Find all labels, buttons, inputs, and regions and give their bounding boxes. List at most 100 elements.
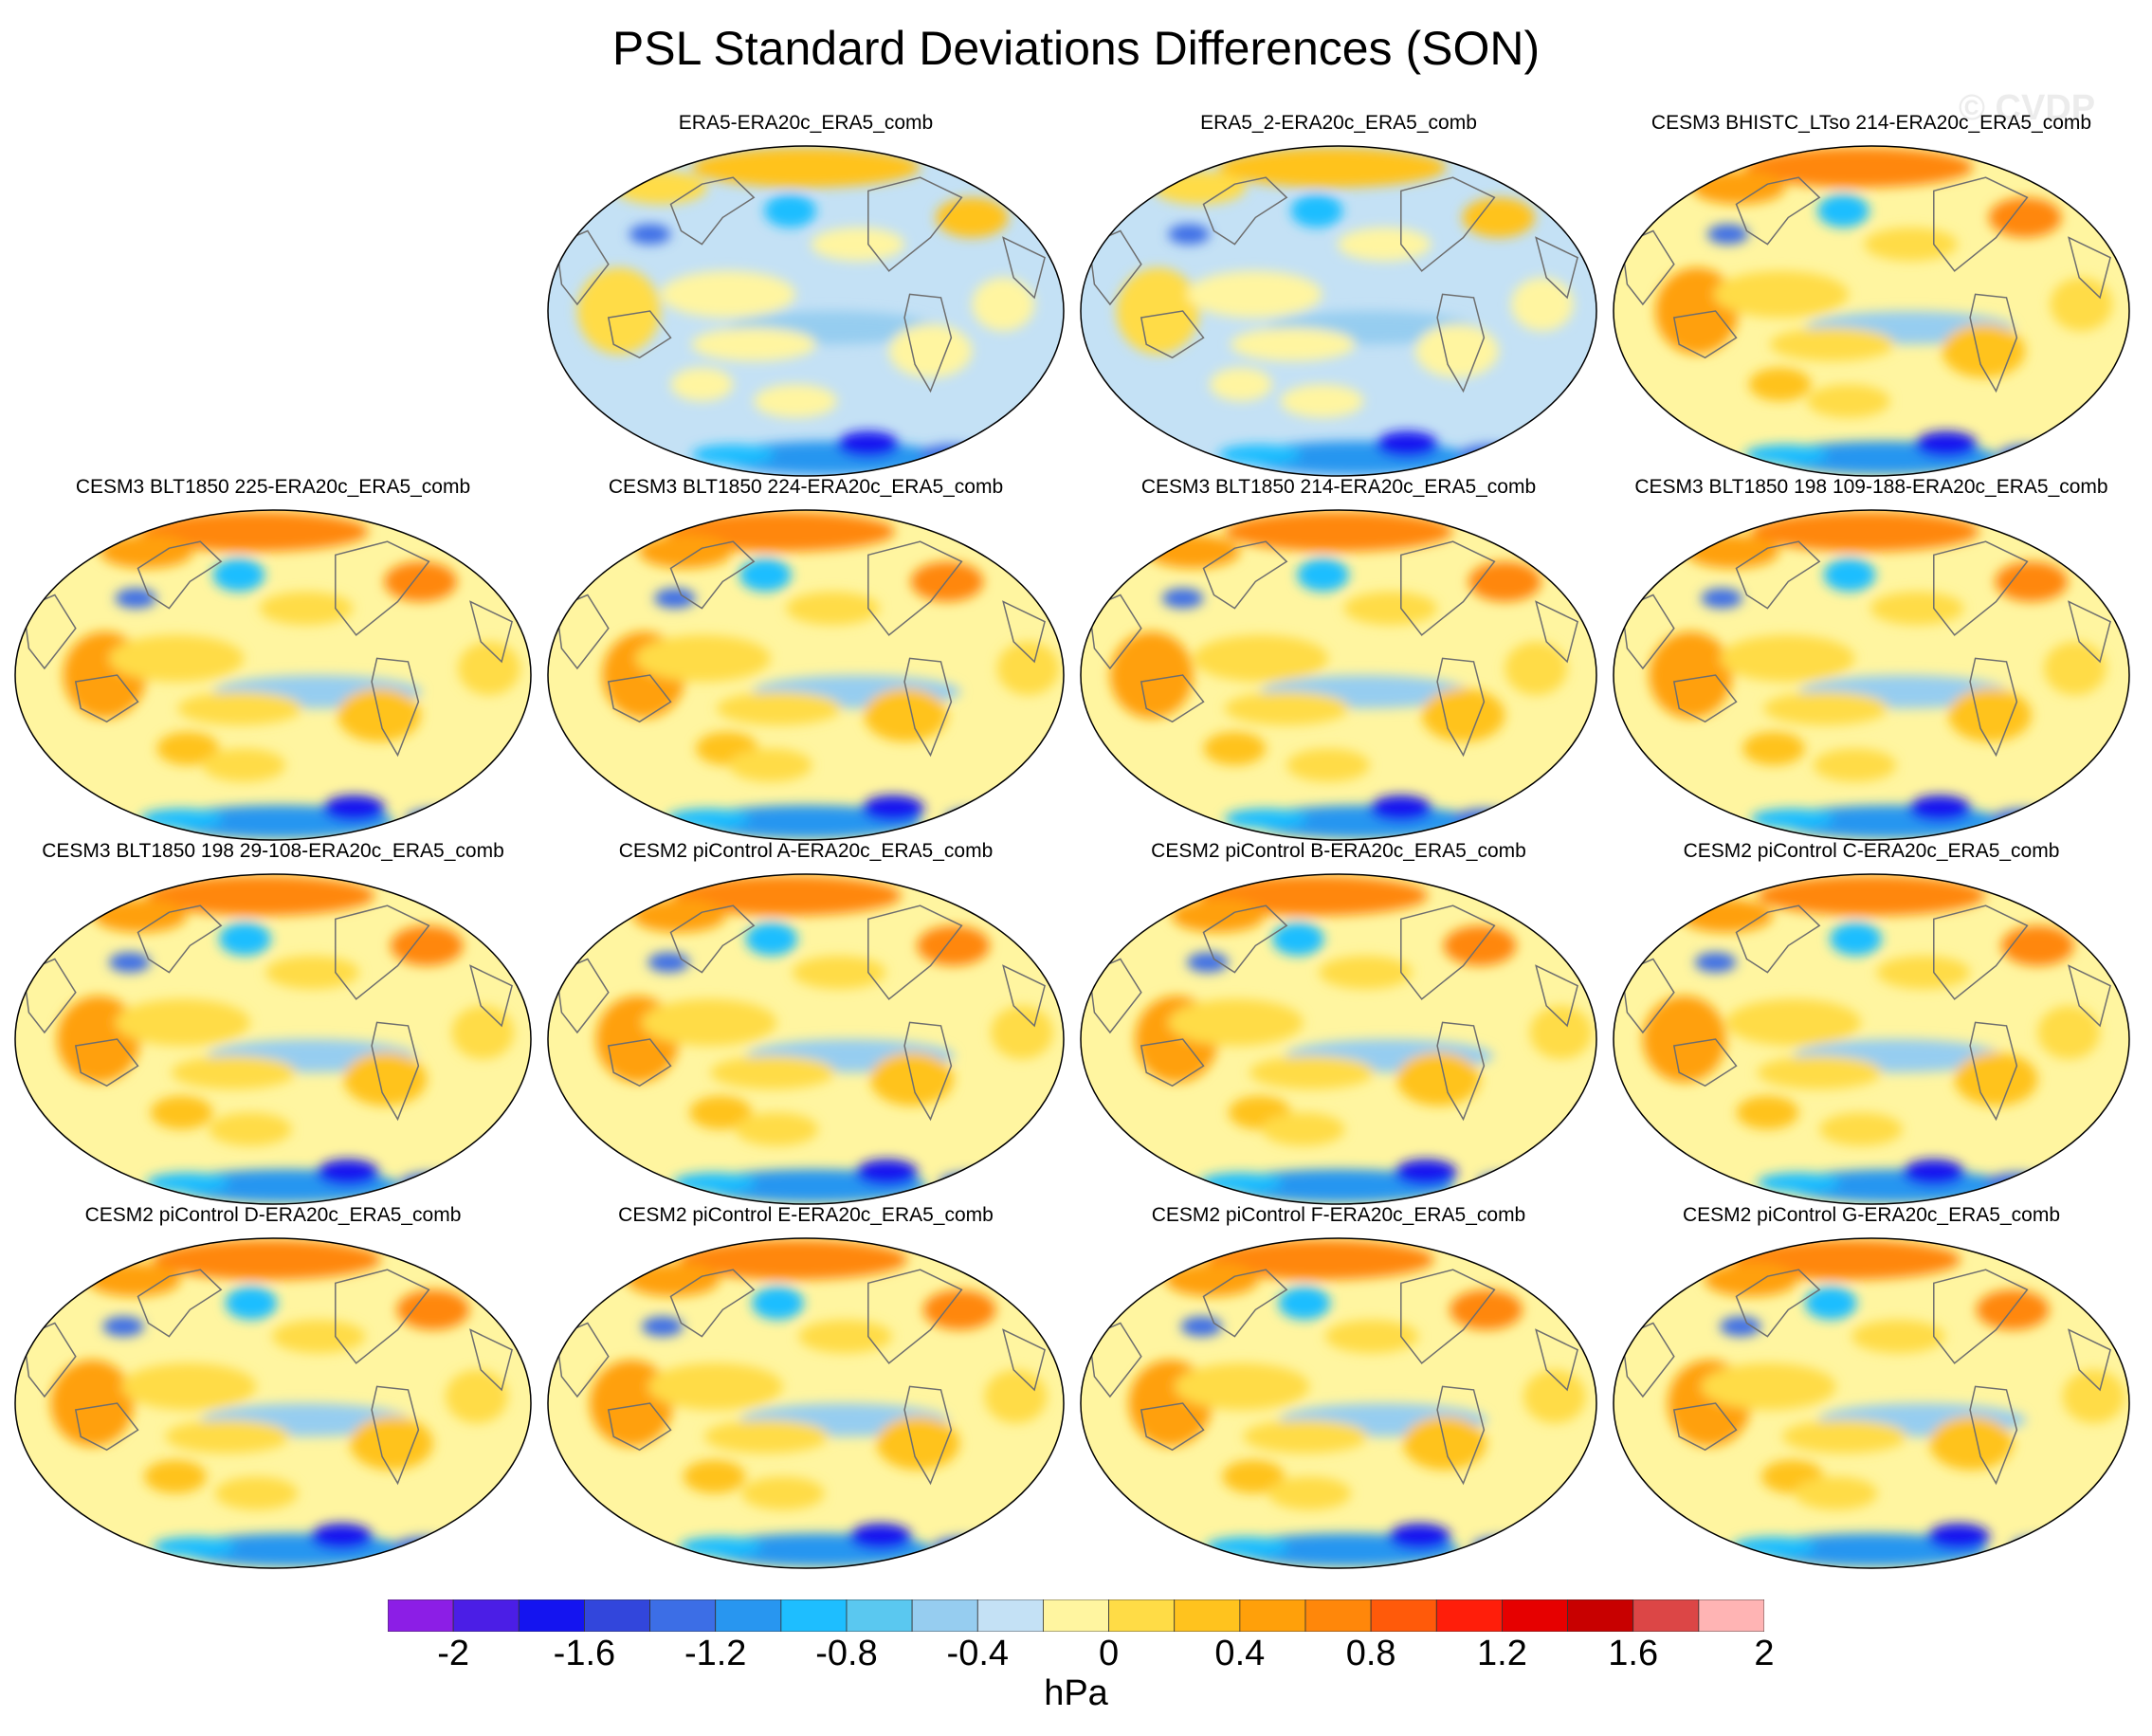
anomaly-contour-region	[1343, 592, 1438, 626]
anomaly-contour-region	[1817, 193, 1869, 228]
anomaly-contour-region	[786, 592, 880, 626]
map-panel-title: ERA5-ERA20c_ERA5_comb	[678, 112, 934, 134]
coastline	[1735, 1269, 1821, 1338]
anomaly-contour-region	[922, 1289, 996, 1330]
anomaly-contour-region	[1174, 1362, 1310, 1411]
anomaly-contour-region	[115, 588, 157, 609]
anomaly-contour-region	[1750, 808, 1834, 829]
anomaly-contour-region	[910, 561, 984, 602]
map-border	[1613, 145, 2130, 477]
map-border	[547, 873, 1065, 1205]
anomaly-contour-region	[1649, 631, 1733, 719]
anomaly-contour-region	[1748, 367, 1812, 402]
anomaly-contour-region	[1529, 1005, 1593, 1060]
anomaly-contour-region	[177, 691, 302, 725]
coastline	[903, 1021, 953, 1122]
colorbar-tick-label: 1.6	[1608, 1634, 1659, 1673]
anomaly-contour-region	[1459, 444, 1522, 465]
map-panel: CESM2 piControl F-ERA20c_ERA5_comb	[1079, 1204, 1598, 1576]
anomaly-contour-region	[1271, 922, 1324, 956]
coastline	[867, 1269, 963, 1364]
anomaly-contour-region	[862, 795, 924, 822]
anomaly-contour-region	[322, 795, 386, 822]
anomaly-contour-region	[1180, 1316, 1223, 1337]
anomaly-contour-region	[1701, 588, 1743, 609]
anomaly-contour-region	[393, 1536, 456, 1557]
map-panel-title: CESM2 piControl C-ERA20c_ERA5_comb	[1683, 840, 2060, 862]
coastline	[1002, 964, 1046, 1028]
anomaly-contour-region	[1794, 1476, 1878, 1510]
map-panel-title: CESM3 BLT1850 198 109-188-ERA20c_ERA5_co…	[1634, 476, 2108, 498]
anomaly-contour-region	[691, 327, 816, 361]
map-panel-title: CESM2 piControl F-ERA20c_ERA5_comb	[1151, 1204, 1526, 1226]
coastline	[903, 293, 953, 393]
coastline	[669, 176, 756, 246]
anomaly-contour-region	[1109, 631, 1194, 719]
coastline	[903, 1385, 953, 1486]
colorbar-swatch	[1043, 1599, 1109, 1632]
anomaly-contour-region	[1744, 147, 1974, 188]
anomaly-contour-region	[2062, 1369, 2125, 1424]
anomaly-contour-region	[1199, 875, 1429, 916]
anomaly-contour-region	[225, 1286, 278, 1320]
anomaly-contour-region	[1851, 1320, 1945, 1354]
anomaly-contour-region	[1286, 748, 1370, 782]
anomaly-contour-region	[2043, 641, 2106, 696]
map-panel: CESM3 BLT1850 214-ERA20c_ERA5_comb	[1079, 476, 1598, 848]
colorbar-units-label: hPa	[1044, 1673, 1108, 1713]
coastline	[23, 1322, 77, 1398]
map-panel: ERA5_2-ERA20c_ERA5_comb	[1079, 112, 1598, 484]
anomaly-contour-region	[1116, 267, 1200, 355]
map-border	[14, 1237, 532, 1569]
anomaly-contour-region	[752, 1286, 804, 1320]
anomaly-contour-region	[343, 1052, 428, 1106]
anomaly-contour-region	[1421, 688, 1505, 742]
anomaly-contour-region	[165, 1419, 290, 1453]
coastline	[1672, 310, 1738, 359]
anomaly-contour-region	[1186, 952, 1229, 973]
colorbar-swatch	[1698, 1599, 1764, 1632]
map-panel: CESM2 piControl B-ERA20c_ERA5_comb	[1079, 840, 1598, 1212]
anomaly-contour-region	[1954, 1052, 2038, 1106]
coastline	[23, 958, 77, 1034]
anomaly-contour-region	[679, 1239, 908, 1280]
anomaly-contour-region	[451, 1005, 515, 1060]
coastline	[2068, 236, 2111, 300]
anomaly-contour-region	[1915, 430, 1978, 458]
anomaly-contour-region	[1750, 511, 1979, 552]
anomaly-contour-region	[1757, 875, 1986, 916]
coastline	[1088, 594, 1142, 670]
coastline	[469, 600, 513, 664]
anomaly-contour-region	[1744, 444, 1828, 465]
anomaly-contour-region	[679, 1536, 762, 1557]
map-border	[547, 1237, 1065, 1569]
anomaly-contour-region	[1164, 1263, 1259, 1297]
anomaly-contour-region	[1902, 1159, 1965, 1186]
anomaly-contour-region	[660, 270, 796, 319]
coastline	[1400, 1269, 1496, 1364]
anomaly-contour-region	[1694, 952, 1737, 973]
anomaly-contour-region	[1655, 267, 1739, 355]
colorbar-tick-label: 0.8	[1345, 1634, 1396, 1673]
map-border	[1613, 509, 2130, 841]
anomaly-contour-region	[1168, 998, 1304, 1047]
anomaly-contour-region	[641, 1316, 684, 1337]
map-panel-title: CESM2 piControl E-ERA20c_ERA5_comb	[618, 1204, 994, 1226]
map-panel: CESM2 piControl D-ERA20c_ERA5_comb	[13, 1204, 533, 1576]
anomaly-contour-region	[1742, 731, 1805, 766]
coastline	[607, 1038, 672, 1087]
map-border	[14, 873, 532, 1205]
anomaly-contour-region	[406, 808, 469, 829]
anomaly-contour-region	[1443, 925, 1517, 966]
coastline	[335, 540, 430, 636]
anomaly-contour-region	[710, 1055, 835, 1089]
colorbar-swatch	[1174, 1599, 1241, 1632]
anomaly-contour-region	[1267, 1476, 1352, 1510]
anomaly-contour-region	[259, 592, 354, 626]
coastline	[1088, 958, 1142, 1034]
anomaly-contour-region	[683, 1459, 746, 1494]
map-panel: CESM2 piControl G-ERA20c_ERA5_comb	[1612, 1204, 2131, 1576]
anomaly-contour-region	[1995, 561, 2069, 602]
coastline	[1735, 905, 1821, 974]
anomaly-contour-region	[576, 267, 661, 355]
